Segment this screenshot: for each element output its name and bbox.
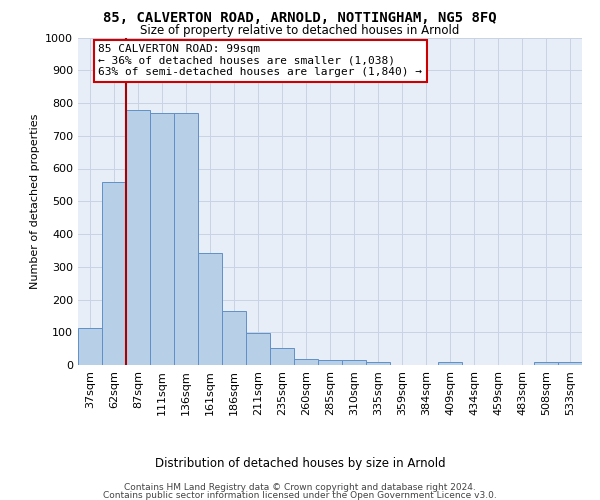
Text: Contains HM Land Registry data © Crown copyright and database right 2024.: Contains HM Land Registry data © Crown c… (124, 482, 476, 492)
Text: Size of property relative to detached houses in Arnold: Size of property relative to detached ho… (140, 24, 460, 37)
Text: 85, CALVERTON ROAD, ARNOLD, NOTTINGHAM, NG5 8FQ: 85, CALVERTON ROAD, ARNOLD, NOTTINGHAM, … (103, 12, 497, 26)
Bar (126, 110, 150, 365)
Bar (294, 359, 318, 365)
Text: Distribution of detached houses by size in Arnold: Distribution of detached houses by size … (155, 458, 445, 470)
Text: Contains public sector information licensed under the Open Government Licence v3: Contains public sector information licen… (103, 491, 497, 500)
Bar (534, 362, 558, 365)
Bar (198, 252, 222, 365)
Y-axis label: Number of detached properties: Number of detached properties (29, 114, 40, 289)
Bar (270, 348, 294, 365)
Bar (558, 362, 582, 365)
Bar (246, 333, 270, 365)
Bar (438, 362, 462, 365)
Bar (222, 311, 246, 365)
Bar (150, 113, 174, 365)
Bar (78, 328, 102, 365)
Bar (174, 113, 198, 365)
Bar (102, 182, 126, 365)
Bar (366, 362, 390, 365)
Text: 85 CALVERTON ROAD: 99sqm
← 36% of detached houses are smaller (1,038)
63% of sem: 85 CALVERTON ROAD: 99sqm ← 36% of detach… (98, 44, 422, 77)
Bar (318, 360, 342, 365)
Bar (342, 360, 366, 365)
